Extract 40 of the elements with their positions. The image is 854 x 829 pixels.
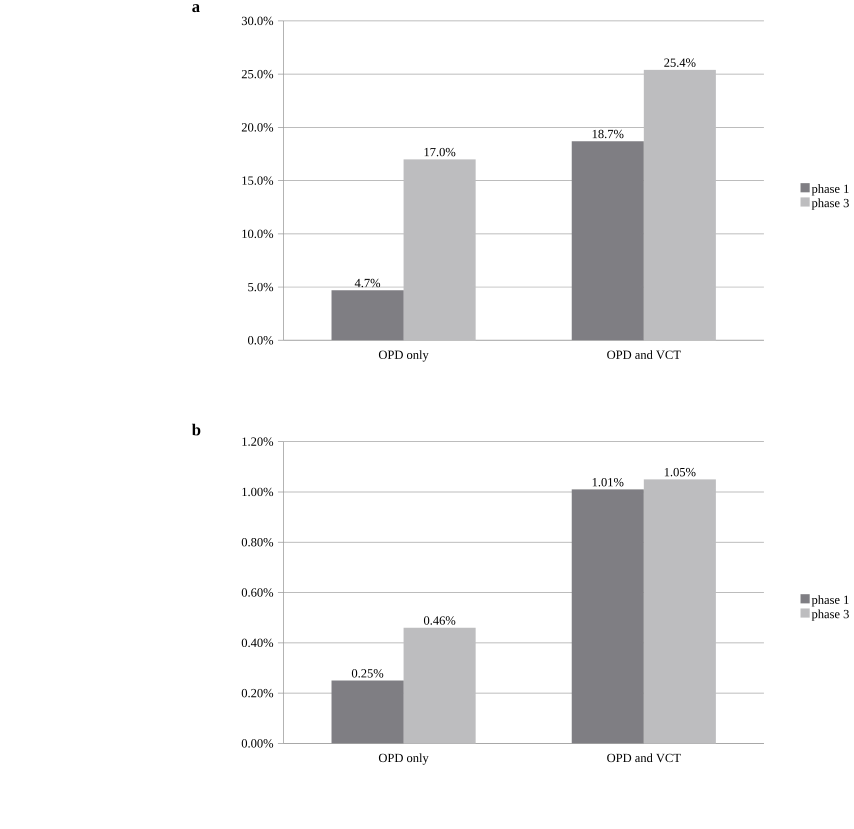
y-tick-label: 0.40%	[242, 638, 274, 648]
y-tick-label: 5.0%	[248, 282, 274, 292]
x-tick-label: OPD and VCT	[607, 350, 681, 360]
data-label: 0.25%	[352, 669, 384, 678]
y-tick-label: 10.0%	[242, 230, 274, 238]
y-tick-label: 1.20%	[242, 437, 274, 446]
y-tick-label: 0.80%	[242, 538, 274, 547]
y-tick-label: 20.0%	[242, 123, 274, 132]
data-label: 1.05%	[664, 468, 696, 476]
y-tick-label: 0.00%	[242, 739, 274, 748]
bar	[332, 290, 404, 340]
bar	[404, 628, 476, 744]
bar	[644, 479, 716, 744]
bar	[644, 70, 716, 340]
data-label: 18.7%	[592, 130, 624, 138]
chart-title: b	[192, 424, 200, 436]
data-label: 1.01%	[592, 478, 624, 486]
data-label: 17.0%	[424, 148, 456, 156]
x-tick-label: OPD and VCT	[607, 753, 681, 762]
y-tick-label: 1.00%	[242, 488, 274, 496]
legend-label: phase 3	[812, 610, 849, 621]
data-label: 4.7%	[354, 278, 380, 288]
data-label: 0.46%	[424, 616, 456, 625]
y-tick-label: 0.0%	[248, 336, 274, 345]
legend-label: phase 1	[812, 184, 849, 196]
data-label: 25.4%	[664, 58, 696, 67]
y-tick-label: 0.20%	[242, 688, 274, 698]
bar	[572, 141, 644, 340]
x-tick-label: OPD only	[378, 753, 429, 765]
chart-title: a	[192, 4, 200, 12]
legend-label: phase 1	[812, 595, 849, 607]
y-tick-label: 30.0%	[242, 16, 274, 26]
x-tick-label: OPD only	[378, 350, 429, 362]
bar	[572, 489, 644, 744]
legend-label: phase 3	[812, 198, 849, 210]
y-tick-label: 0.60%	[242, 588, 274, 597]
y-tick-label: 15.0%	[242, 176, 274, 185]
bar	[332, 680, 404, 744]
bar	[404, 159, 476, 340]
y-tick-label: 25.0%	[242, 70, 274, 78]
